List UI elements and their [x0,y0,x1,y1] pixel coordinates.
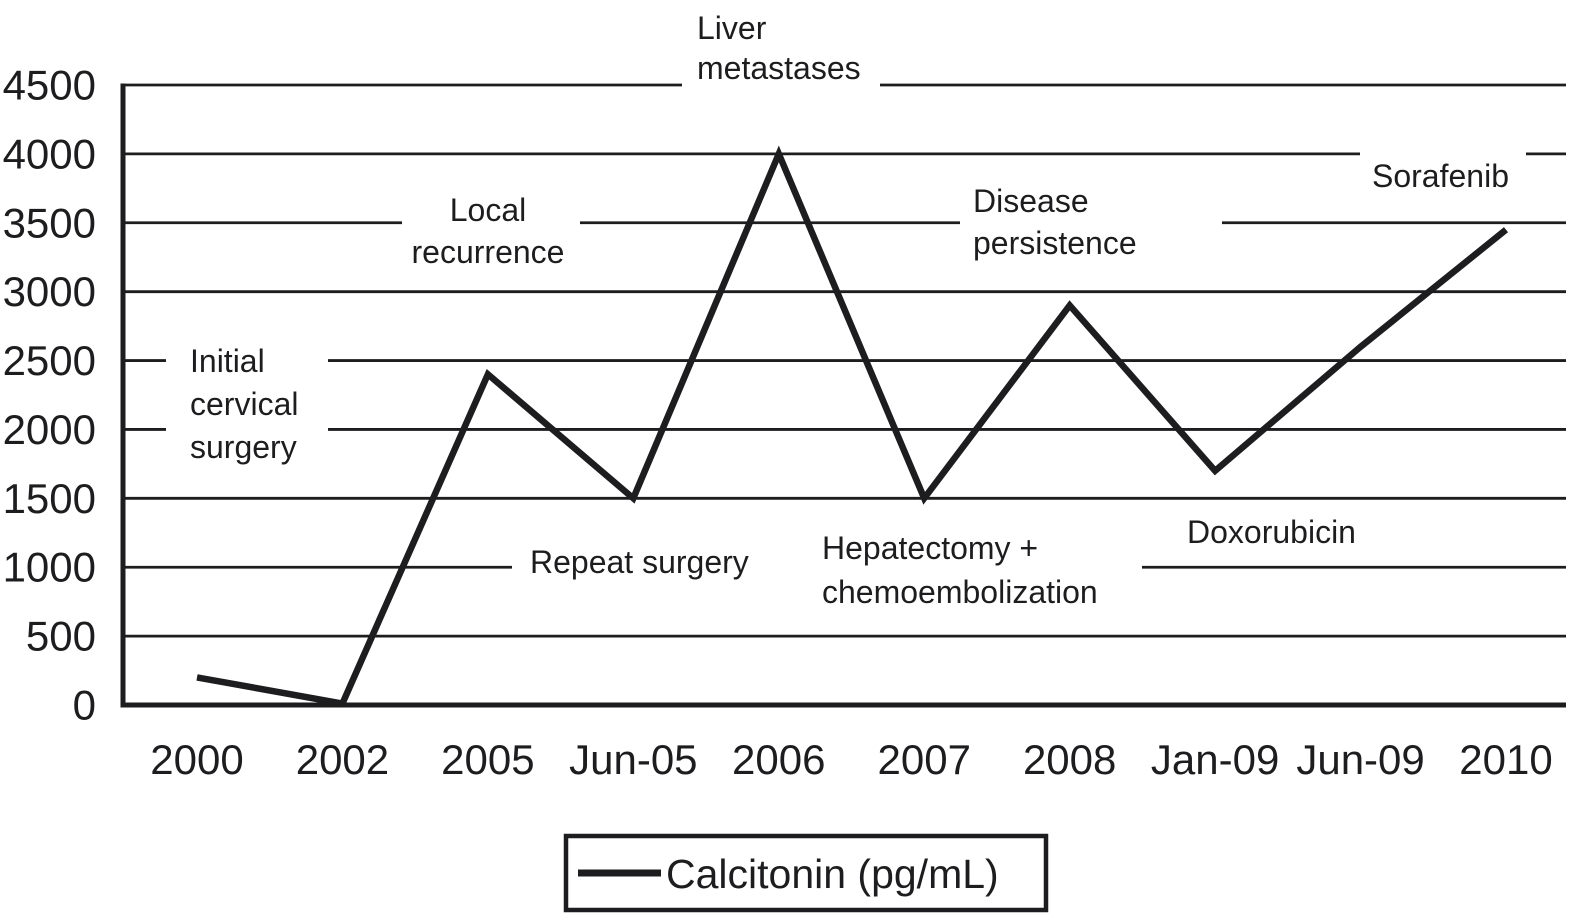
annotation-liver-metastases: Liver metastases [682,6,880,96]
y-tick-label-3000: 3000 [3,268,96,315]
y-tick-label-1500: 1500 [3,475,96,522]
annotation-text-disease-persistence-line-2: persistence [973,225,1137,261]
annotation-text-doxorubicin-line-1: Doxorubicin [1187,514,1356,550]
y-tick-label-4500: 4500 [3,62,96,109]
annotation-text-initial-cervical-surgery-line-2: cervical [190,386,298,422]
annotation-initial-cervical-surgery: Initial cervical surgery [166,338,328,470]
annotation-text-hepatectomy-chemoembolization-line-1: Hepatectomy + [822,530,1038,566]
annotation-text-initial-cervical-surgery-line-3: surgery [190,429,297,465]
annotation-text-liver-metastases-line-1: Liver [697,10,767,46]
annotation-box-liver-metastases [682,6,880,96]
annotation-box-hepatectomy-chemoembolization [810,526,1142,612]
annotation-text-sorafenib-line-1: Sorafenib [1372,158,1509,194]
x-tick-label-2005: 2005 [441,736,534,783]
annotation-repeat-surgery: Repeat surgery [512,538,834,588]
x-tick-label-Jun-09: Jun-09 [1296,736,1424,783]
annotation-text-repeat-surgery-line-1: Repeat surgery [530,544,749,580]
annotation-text-local-recurrence-line-1: Local [450,192,527,228]
annotation-hepatectomy-chemoembolization: Hepatectomy + chemoembolization [810,526,1142,612]
legend-label: Calcitonin (pg/mL) [666,851,999,897]
y-tick-label-4000: 4000 [3,130,96,177]
annotation-box-doxorubicin [1175,512,1381,554]
x-tick-label-Jan-09: Jan-09 [1151,736,1279,783]
x-tick-label-2007: 2007 [878,736,971,783]
x-tick-label-2002: 2002 [296,736,389,783]
annotation-box-initial-cervical-surgery [166,338,328,470]
annotation-doxorubicin: Doxorubicin [1175,512,1381,554]
annotation-text-initial-cervical-surgery-line-1: Initial [190,343,265,379]
annotation-sorafenib: Sorafenib [1360,148,1526,196]
x-tick-label-Jun-05: Jun-05 [569,736,697,783]
y-tick-label-0: 0 [73,682,96,729]
y-tick-label-2500: 2500 [3,337,96,384]
annotation-box-sorafenib [1360,148,1526,196]
y-tick-label-2000: 2000 [3,406,96,453]
annotation-text-hepatectomy-chemoembolization-line-2: chemoembolization [822,574,1098,610]
y-tick-label-500: 500 [26,613,96,660]
x-tick-label-2006: 2006 [732,736,825,783]
annotation-disease-persistence: Disease persistence [960,180,1222,264]
y-tick-label-1000: 1000 [3,544,96,591]
annotation-local-recurrence: Local recurrence [402,188,580,270]
annotation-box-local-recurrence [402,188,580,266]
legend: Calcitonin (pg/mL) [563,833,1049,913]
y-tick-label-3500: 3500 [3,199,96,246]
annotation-text-disease-persistence-line-1: Disease [973,183,1089,219]
x-tick-label-2008: 2008 [1023,736,1116,783]
x-tick-label-2000: 2000 [150,736,243,783]
annotation-box-repeat-surgery [512,538,834,588]
annotation-text-liver-metastases-line-2: metastases [697,50,861,86]
x-tick-label-2010: 2010 [1459,736,1552,783]
annotation-text-local-recurrence-line-2: recurrence [412,234,565,270]
series-line-calcitonin [196,145,1509,708]
annotation-box-disease-persistence [960,180,1222,264]
